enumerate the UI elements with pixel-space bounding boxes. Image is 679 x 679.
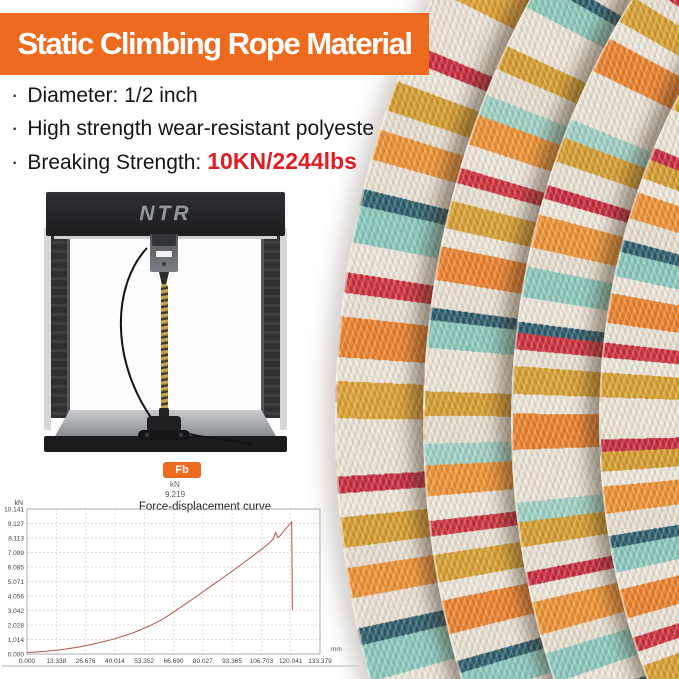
spec-material: · High strength wear-resistant polyeste xyxy=(8,115,374,141)
machine-pillar xyxy=(51,232,70,418)
x-tick-label: 80.027 xyxy=(193,658,213,665)
lower-fixture-body xyxy=(147,416,181,432)
bullet-icon: · xyxy=(11,115,19,140)
x-tick-label: 40.014 xyxy=(105,658,125,665)
x-tick-label: 93.365 xyxy=(222,658,242,665)
grip-cone xyxy=(159,272,169,285)
fixture-bolt xyxy=(145,433,149,437)
force-value: 9.219 xyxy=(165,490,186,499)
spec-material-text: High strength wear-resistant polyeste xyxy=(27,117,374,140)
upper-grip-slot xyxy=(156,251,172,257)
y-tick-label: 1.014 xyxy=(8,637,25,644)
x-axis-unit: mm xyxy=(331,646,342,653)
x-tick-label: 133.379 xyxy=(308,658,332,665)
spec-diameter: · Diameter: 1/2 inch xyxy=(8,82,374,108)
y-tick-label: 8.113 xyxy=(8,535,24,542)
spec-strength-label: Breaking Strength: xyxy=(27,151,202,174)
chart-title: Force-displacement curve xyxy=(138,501,272,513)
chart-bottom-border xyxy=(2,665,360,667)
spec-list: · Diameter: 1/2 inch · High strength wea… xyxy=(8,82,374,182)
machine-brand-logo: NTR xyxy=(139,202,192,225)
force-badge: Fb xyxy=(163,462,201,478)
upper-grip-head xyxy=(152,234,176,246)
upper-grip xyxy=(150,234,178,272)
y-tick-label: 7.099 xyxy=(8,550,25,557)
spec-strength-value: 10KN/2244lbs xyxy=(207,148,357,174)
fixture-bolt xyxy=(179,433,183,437)
y-tick-label: 4.056 xyxy=(8,593,25,600)
machine-crosshead: NTR xyxy=(46,192,285,236)
upper-grip-bolt xyxy=(162,262,166,266)
spec-strength: · Breaking Strength: 10KN/2244lbs xyxy=(8,148,374,175)
y-tick-label: 2.028 xyxy=(8,622,25,629)
bullet-icon: · xyxy=(11,149,19,174)
machine-pillar xyxy=(261,232,280,418)
y-tick-label: 6.085 xyxy=(8,564,25,571)
title-banner: Static Climbing Rope Material xyxy=(0,13,429,75)
x-tick-label: 13.338 xyxy=(46,658,66,665)
y-tick-label: 0.000 xyxy=(8,651,25,658)
y-tick-label: 3.042 xyxy=(8,608,25,615)
force-curve xyxy=(26,520,293,654)
test-machine-photo: NTR xyxy=(44,188,287,452)
machine-side-wall xyxy=(280,228,287,430)
x-tick-label: 120.041 xyxy=(279,658,303,665)
x-tick-label: 53.352 xyxy=(134,658,154,665)
force-unit-label: kN xyxy=(170,480,180,489)
y-tick-label: 5.071 xyxy=(8,579,25,586)
bullet-icon: · xyxy=(11,82,19,107)
machine-side-wall xyxy=(44,228,51,430)
y-axis-unit: kN xyxy=(14,500,23,507)
lower-fixture-knob xyxy=(159,408,169,417)
x-tick-label: 66.690 xyxy=(164,658,184,665)
y-tick-label: 9.127 xyxy=(8,521,25,528)
page-title: Static Climbing Rope Material xyxy=(17,26,413,61)
x-tick-label: 0.000 xyxy=(19,658,36,665)
spec-diameter-text: Diameter: 1/2 inch xyxy=(27,84,198,107)
y-tick-label: 10.141 xyxy=(4,506,24,513)
lower-fixture-flange xyxy=(138,430,190,440)
x-tick-label: 26.676 xyxy=(76,658,96,665)
force-displacement-chart: 0.000 13.338 26.676 40.014 53.352 66.690 80.02… xyxy=(4,500,342,665)
x-tick-label: 106.703 xyxy=(250,658,274,665)
rope-specimen xyxy=(161,284,168,412)
plot-border xyxy=(26,508,321,655)
